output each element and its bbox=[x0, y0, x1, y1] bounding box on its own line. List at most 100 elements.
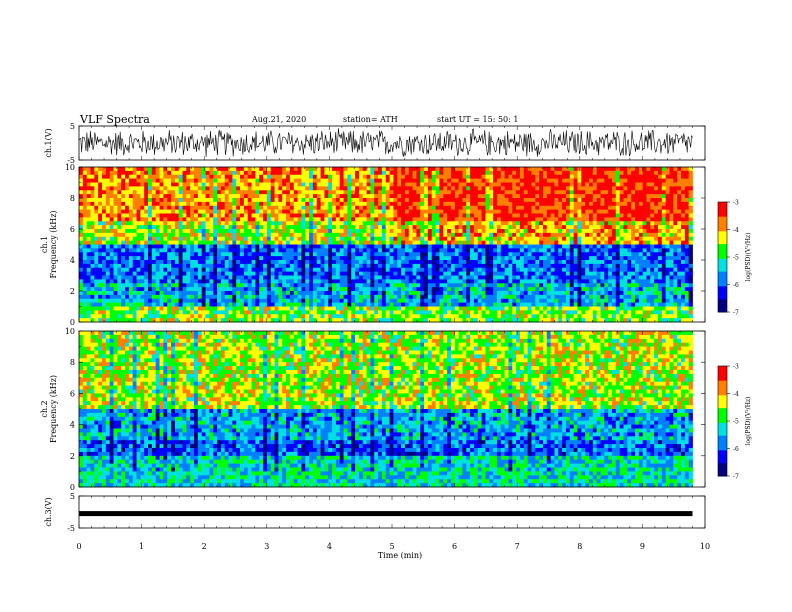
ch1-spectrogram-cell bbox=[282, 201, 287, 207]
ch1-spectrogram-cell bbox=[381, 302, 387, 307]
ch1-spectrogram-cell bbox=[324, 209, 329, 214]
ch1-spectrogram-cell bbox=[374, 232, 379, 238]
ch1-spectrogram-cell bbox=[320, 182, 325, 187]
ch1-spectrogram-cell bbox=[190, 291, 195, 296]
ch1-spectrogram-cell bbox=[105, 174, 111, 180]
ch1-spectrogram-cell bbox=[443, 263, 448, 269]
ch1-spectrogram-cell bbox=[102, 182, 107, 187]
ch1-spectrogram-cell bbox=[508, 170, 513, 176]
ch1-spectrogram-cell bbox=[427, 232, 433, 238]
ch1-spectrogram-cell bbox=[309, 283, 314, 288]
ch1-spectrogram-cell bbox=[439, 201, 444, 207]
ch1-spectrogram-cell bbox=[366, 248, 371, 253]
ch1-spectrogram-cell bbox=[148, 236, 153, 242]
ch1-spectrogram-cell bbox=[209, 221, 214, 226]
ch1-spectrogram-cell bbox=[293, 217, 298, 222]
ch1-spectrogram-cell bbox=[270, 182, 275, 187]
ch1-spectrogram-cell bbox=[140, 190, 145, 195]
ch1-spectrogram-cell bbox=[358, 306, 364, 311]
ch1-spectrogram-cell bbox=[519, 291, 525, 296]
ch1-spectrogram-cell bbox=[328, 275, 333, 280]
ch1-spectrogram-cell bbox=[370, 298, 375, 304]
ch1-spectrogram-cell bbox=[381, 229, 387, 234]
ch1-spectrogram-cell bbox=[489, 279, 494, 284]
ch1-spectrogram-cell bbox=[301, 256, 306, 261]
ch1-spectrogram-cell bbox=[504, 244, 509, 249]
ch1-spectrogram-cell bbox=[90, 302, 95, 307]
ch1-spectrogram-cell bbox=[151, 291, 157, 296]
ch1-spectrogram-cell bbox=[305, 271, 310, 276]
ch1-spectrogram-cell bbox=[370, 271, 375, 276]
ch1-spectrogram-cell bbox=[362, 279, 367, 284]
ch1-spectrogram-cell bbox=[374, 209, 379, 214]
ch1-spectrogram-cell bbox=[205, 240, 210, 245]
ch1-spectrogram-cell bbox=[427, 263, 433, 269]
ch1-spectrogram-cell bbox=[481, 310, 486, 315]
ch1-spectrogram-cell bbox=[412, 263, 417, 269]
ch1-spectrogram-cell bbox=[462, 190, 467, 195]
ch1-spectrogram-cell bbox=[485, 252, 490, 257]
ch1-spectrogram-cell bbox=[109, 283, 114, 288]
ch1-spectrogram-cell bbox=[439, 248, 444, 253]
ch1-spectrogram-cell bbox=[286, 314, 291, 319]
ch1-spectrogram-cell bbox=[113, 170, 118, 176]
ch1-spectrogram-cell bbox=[301, 190, 306, 195]
ch1-spectrogram-cell bbox=[289, 182, 295, 187]
ch1-spectrogram-cell bbox=[309, 306, 314, 311]
ch1-spectrogram-cell bbox=[79, 279, 84, 284]
ch1-spectrogram-cell bbox=[220, 256, 226, 261]
ch1-spectrogram-cell bbox=[159, 229, 164, 234]
ch1-spectrogram-cell bbox=[381, 221, 387, 226]
ch1-spectrogram-cell bbox=[263, 236, 268, 242]
ch1-spectrogram-cell bbox=[174, 302, 180, 307]
ch1-spectrogram-cell bbox=[328, 306, 333, 311]
ch1-spectrogram-cell bbox=[473, 186, 479, 191]
ch1-spectrogram-cell bbox=[312, 198, 318, 203]
ch1-spectrogram-cell bbox=[121, 170, 126, 176]
ch1-spectrogram-cell bbox=[454, 225, 459, 230]
ch1-spectrogram-cell bbox=[90, 244, 95, 249]
ch1-spectrogram-cell bbox=[397, 256, 402, 261]
ch1-spectrogram-cell bbox=[113, 240, 118, 245]
ch1-spectrogram-cell bbox=[481, 225, 486, 230]
ch1-spectrogram-cell bbox=[182, 186, 187, 191]
ch1-spectrogram-cell bbox=[355, 248, 360, 253]
ch1-spectrogram-cell bbox=[531, 279, 536, 284]
ch1-spectrogram-cell bbox=[128, 302, 134, 307]
ch1-spectrogram-cell bbox=[186, 244, 191, 249]
ch1-spectrogram-cell bbox=[362, 236, 367, 242]
ch1-spectrogram-cell bbox=[355, 298, 360, 304]
ch1-spectrogram-cell bbox=[121, 310, 126, 315]
ch1-spectrogram-cell bbox=[447, 318, 452, 323]
ch1-spectrogram-cell bbox=[366, 229, 371, 234]
ch1-spectrogram-cell bbox=[82, 229, 88, 234]
ch1-spectrogram-cell bbox=[435, 248, 440, 253]
ch1-spectrogram-cell bbox=[431, 221, 436, 226]
ch1-spectrogram-cell bbox=[527, 298, 532, 304]
ch1-spectrogram-cell bbox=[266, 170, 272, 176]
ch1-spectrogram-cell bbox=[121, 263, 126, 269]
ch1-spectrogram-cell bbox=[301, 291, 306, 296]
ch1-spectrogram-cell bbox=[117, 291, 122, 296]
ch1-spectrogram-cell bbox=[128, 194, 134, 199]
ch1-spectrogram-cell bbox=[412, 294, 417, 300]
ch1-spectrogram-cell bbox=[424, 256, 429, 261]
ch1-spectrogram-cell bbox=[312, 314, 318, 319]
ch1-spectrogram-cell bbox=[274, 310, 279, 315]
ch1-spectrogram-cell bbox=[90, 256, 95, 261]
ch1-spectrogram-cell bbox=[163, 302, 168, 307]
ch1-spectrogram-cell bbox=[125, 240, 130, 245]
ch1-spectrogram-cell bbox=[355, 198, 360, 203]
ch1-spectrogram-cell bbox=[178, 244, 183, 249]
ch1-spectrogram-cell bbox=[228, 194, 233, 199]
ch1-spectrogram-cell bbox=[209, 291, 214, 296]
ch1-spectrogram-cell bbox=[339, 194, 344, 199]
ch1-spectrogram-cell bbox=[535, 260, 540, 265]
ch1-spectrogram-cell bbox=[140, 186, 145, 191]
ch1-spectrogram-cell bbox=[232, 225, 237, 230]
ch1-spectrogram-cell bbox=[282, 318, 287, 323]
ch1-spectrogram-cell bbox=[412, 194, 417, 199]
ch1-spectrogram-cell bbox=[454, 213, 459, 218]
ch1-spectrogram-cell bbox=[125, 310, 130, 315]
ch1-spectrogram-cell bbox=[186, 190, 191, 195]
